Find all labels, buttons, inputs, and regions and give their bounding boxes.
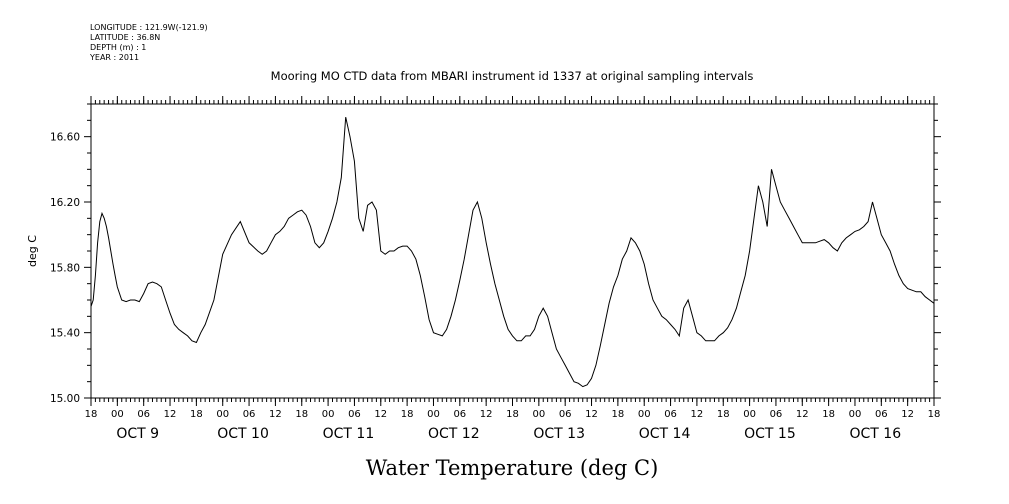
x-hour-tick-label: 18 xyxy=(85,409,98,420)
x-hour-tick-label: 06 xyxy=(559,409,572,420)
y-tick-label: 15.00 xyxy=(50,393,80,405)
x-axis-title: Water Temperature (deg C) xyxy=(366,456,659,480)
x-hour-tick-label: 18 xyxy=(506,409,519,420)
x-hour-tick-label: 00 xyxy=(532,409,545,420)
x-hour-tick-label: 00 xyxy=(427,409,440,420)
y-tick-label: 16.60 xyxy=(50,132,80,144)
x-day-label: OCT 13 xyxy=(533,426,585,442)
x-hour-tick-label: 18 xyxy=(612,409,625,420)
x-hour-tick-label: 06 xyxy=(875,409,888,420)
x-axis-day-labels: OCT 9 OCT 10 OCT 11 OCT 12 OCT 13 OCT 14 OCT 1… xyxy=(116,426,901,442)
x-hour-tick-label: 12 xyxy=(691,409,704,420)
x-hour-tick-label: 12 xyxy=(480,409,493,420)
x-hour-tick-label: 00 xyxy=(743,409,756,420)
longitude-text: LONGITUDE : 121.9W(-121.9) xyxy=(90,23,208,32)
minor-ticks xyxy=(90,100,935,402)
x-day-label: OCT 11 xyxy=(323,426,375,442)
x-hour-tick-label: 12 xyxy=(374,409,387,420)
y-axis-ticks: 15.00 15.40 15.80 16.20 16.60 xyxy=(50,103,941,405)
x-hour-tick-label: 18 xyxy=(295,409,308,420)
x-hour-tick-label: 00 xyxy=(111,409,124,420)
x-hour-tick-label: 06 xyxy=(770,409,783,420)
x-day-label: OCT 9 xyxy=(116,426,159,442)
x-day-label: OCT 15 xyxy=(744,426,796,442)
x-day-label: OCT 12 xyxy=(428,426,480,442)
x-hour-tick-label: 12 xyxy=(269,409,282,420)
x-axis-ticks: 18 00 06 12 18 00 06 12 18 00 06 12 18 00 06 12 18 00 06 12… xyxy=(85,96,941,420)
x-hour-tick-label: 00 xyxy=(849,409,862,420)
x-hour-tick-label: 06 xyxy=(243,409,256,420)
depth-text: DEPTH (m) : 1 xyxy=(90,43,146,52)
x-hour-tick-label: 06 xyxy=(348,409,361,420)
x-hour-tick-label: 12 xyxy=(796,409,809,420)
x-hour-tick-label: 18 xyxy=(717,409,730,420)
y-axis-label: deg C xyxy=(26,235,39,267)
x-hour-tick-label: 18 xyxy=(928,409,941,420)
y-tick-label: 15.80 xyxy=(50,262,80,274)
x-hour-tick-label: 18 xyxy=(190,409,203,420)
x-hour-tick-label: 12 xyxy=(585,409,598,420)
x-day-label: OCT 10 xyxy=(217,426,269,442)
x-hour-tick-label: 12 xyxy=(901,409,914,420)
x-hour-tick-label: 12 xyxy=(164,409,177,420)
x-hour-tick-label: 06 xyxy=(664,409,677,420)
plot-frame xyxy=(90,103,935,399)
chart-title: Mooring MO CTD data from MBARI instrumen… xyxy=(271,69,754,83)
x-hour-tick-label: 18 xyxy=(822,409,835,420)
x-hour-tick-label: 00 xyxy=(216,409,229,420)
y-tick-label: 15.40 xyxy=(50,328,80,340)
x-day-label: OCT 14 xyxy=(639,426,691,442)
x-hour-tick-label: 06 xyxy=(453,409,466,420)
series-line-water-temperature xyxy=(90,116,935,388)
year-text: YEAR : 2011 xyxy=(89,53,139,62)
x-day-label: OCT 16 xyxy=(850,426,902,442)
x-hour-tick-label: 00 xyxy=(638,409,651,420)
x-hour-tick-label: 00 xyxy=(322,409,335,420)
x-hour-tick-label: 18 xyxy=(401,409,414,420)
y-tick-label: 16.20 xyxy=(50,197,80,209)
x-hour-tick-label: 06 xyxy=(137,409,150,420)
latitude-text: LATITUDE : 36.8N xyxy=(90,33,160,42)
